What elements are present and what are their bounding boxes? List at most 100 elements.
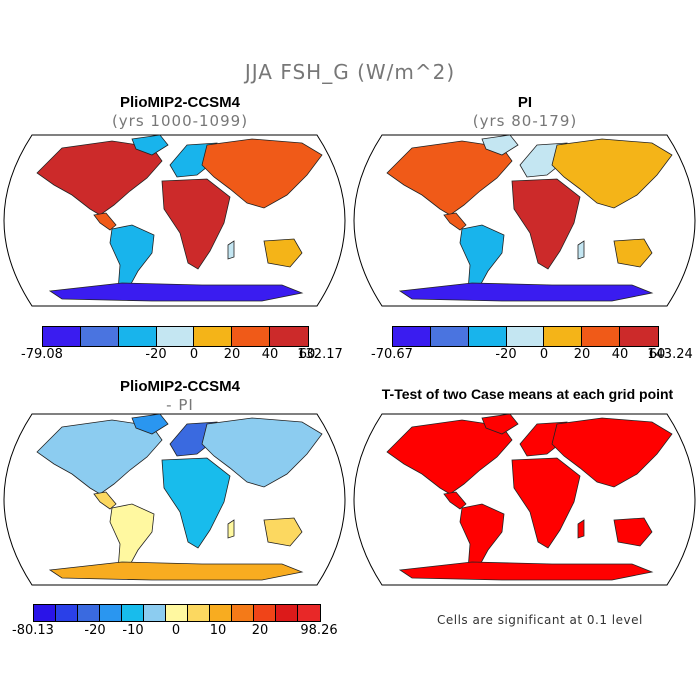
colorbar-swatch: [232, 605, 254, 621]
colorbar-swatch: [544, 327, 583, 346]
land-antarctica: [398, 282, 654, 302]
colorbar-tick-label: -20: [84, 623, 106, 638]
colorbar-tick-label: 20: [573, 347, 591, 362]
land-north-america: [386, 419, 513, 495]
land-africa: [511, 178, 581, 270]
land-greenland: [481, 134, 519, 156]
colorbar-swatch: [56, 605, 78, 621]
colorbar-swatch: [270, 327, 308, 346]
colorbar-swatch: [122, 605, 144, 621]
land-asia: [551, 138, 673, 209]
colorbar-difference: [33, 604, 321, 622]
colorbar-pliomip2: [42, 326, 309, 347]
colorbar-tick-label: 60: [298, 347, 316, 362]
land-greenland: [481, 413, 519, 435]
land-australia: [263, 238, 303, 268]
land-asia: [201, 417, 323, 488]
land-central-america: [443, 212, 467, 231]
colorbar-tick-label: 20: [251, 623, 269, 638]
colorbar-swatch: [34, 605, 56, 621]
land-north-america: [36, 140, 163, 216]
colorbar-swatch: [506, 327, 545, 346]
land-madagascar: [577, 240, 585, 260]
colorbar-tick-label: -20: [145, 347, 167, 362]
colorbar-tick-label: 143.24: [647, 347, 693, 362]
land-asia: [551, 417, 673, 488]
colorbar-swatch: [144, 605, 166, 621]
colorbar-tick-label: -20: [495, 347, 517, 362]
colorbar-tick-label: 20: [223, 347, 241, 362]
colorbar-tick-label: -70.67: [371, 347, 413, 362]
colorbar-tick-label: 98.26: [300, 623, 338, 638]
colorbar-swatch: [582, 327, 621, 346]
land-greenland: [131, 413, 169, 435]
colorbar-tick-label: 10: [209, 623, 227, 638]
colorbar-tick-label: 60: [648, 347, 666, 362]
colorbar-swatch: [78, 605, 100, 621]
map-ttest: [353, 413, 696, 586]
land-australia: [613, 517, 653, 547]
panel-subtitle-minus-pi: - PI: [166, 396, 194, 414]
land-antarctica: [48, 282, 304, 302]
land-antarctica: [398, 561, 654, 581]
colorbar-swatch: [468, 327, 507, 346]
colorbar-swatch: [194, 327, 233, 346]
land-africa: [161, 178, 231, 270]
colorbar-swatch: [232, 327, 271, 346]
figure-title: JJA FSH_G (W/m^2): [244, 60, 456, 84]
land-south-america: [109, 224, 155, 294]
panel-title-difference: PlioMIP2-CCSM4: [119, 378, 240, 395]
colorbar-swatch: [43, 327, 81, 346]
land-central-america: [93, 491, 117, 510]
colorbar-swatch: [118, 327, 157, 346]
land-africa: [511, 457, 581, 549]
land-south-america: [459, 224, 505, 294]
land-south-america: [109, 503, 155, 573]
significance-note: Cells are significant at 0.1 level: [437, 613, 643, 627]
colorbar-swatch: [100, 605, 122, 621]
colorbar-swatch: [393, 327, 431, 346]
land-greenland: [131, 134, 169, 156]
colorbar-swatch: [298, 605, 320, 621]
land-madagascar: [577, 519, 585, 539]
land-north-america: [386, 140, 513, 216]
panel-subtitle-years: (yrs 1000-1099): [111, 112, 249, 130]
colorbar-tick-label: -10: [122, 623, 144, 638]
map-difference: [3, 413, 346, 586]
panel-title-ttest: T-Test of two Case means at each grid po…: [381, 386, 674, 402]
colorbar-swatch: [210, 605, 232, 621]
colorbar-tick-label: 0: [189, 347, 199, 362]
land-madagascar: [227, 240, 235, 260]
colorbar-swatch: [254, 605, 276, 621]
panel-title-pliomip2: PlioMIP2-CCSM4: [119, 94, 240, 111]
colorbar-tick-label: 40: [611, 347, 629, 362]
land-antarctica: [48, 561, 304, 581]
land-madagascar: [227, 519, 235, 539]
colorbar-swatch: [430, 327, 469, 346]
colorbar-swatch: [166, 605, 188, 621]
panel-title-pi: PI: [517, 94, 533, 111]
colorbar-swatch: [620, 327, 658, 346]
land-africa: [161, 457, 231, 549]
colorbar-swatch: [188, 605, 210, 621]
land-australia: [263, 517, 303, 547]
colorbar-pi: [392, 326, 659, 347]
colorbar-tick-label: 0: [539, 347, 549, 362]
colorbar-tick-label: 0: [171, 623, 181, 638]
panel-subtitle-years: (yrs 80-179): [472, 112, 578, 130]
map-pi: [353, 134, 696, 307]
colorbar-swatch: [80, 327, 119, 346]
colorbar-tick-label: 40: [261, 347, 279, 362]
colorbar-swatch: [156, 327, 195, 346]
land-central-america: [443, 491, 467, 510]
land-south-america: [459, 503, 505, 573]
land-north-america: [36, 419, 163, 495]
land-australia: [613, 238, 653, 268]
colorbar-swatch: [276, 605, 298, 621]
land-central-america: [93, 212, 117, 231]
map-pliomip2: [3, 134, 346, 307]
colorbar-tick-label: 132.17: [297, 347, 343, 362]
land-asia: [201, 138, 323, 209]
colorbar-tick-label: -80.13: [12, 623, 54, 638]
colorbar-tick-label: -79.08: [21, 347, 63, 362]
